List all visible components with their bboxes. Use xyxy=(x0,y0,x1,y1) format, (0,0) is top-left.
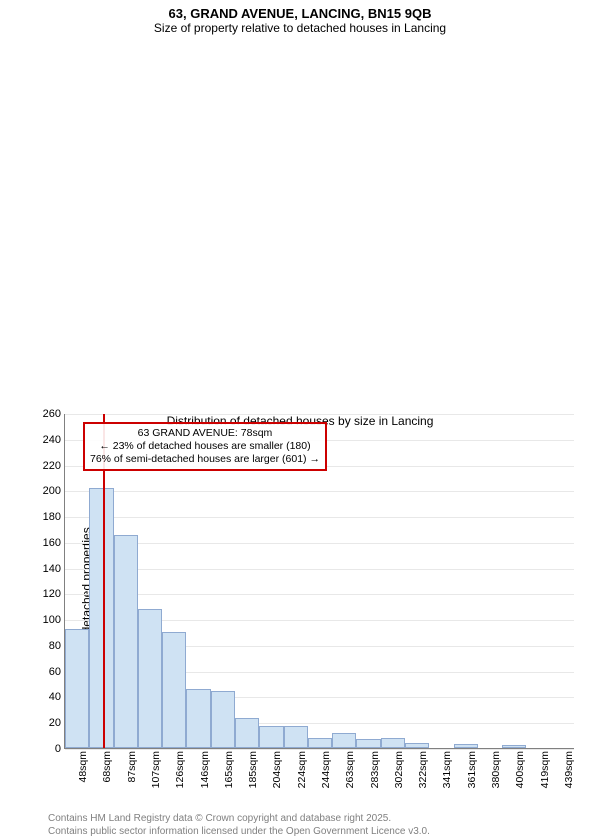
footer-line-1: Contains HM Land Registry data © Crown c… xyxy=(48,812,600,825)
histogram-bar xyxy=(235,718,259,748)
histogram-bar xyxy=(211,691,235,748)
gridline xyxy=(65,749,574,750)
x-tick-label: 322sqm xyxy=(417,751,429,788)
y-tick-label: 240 xyxy=(43,434,61,446)
x-tick-label: 185sqm xyxy=(247,751,259,788)
gridline xyxy=(65,569,574,570)
annotation-line: 63 GRAND AVENUE: 78sqm xyxy=(90,427,320,440)
x-tick-label: 380sqm xyxy=(490,751,502,788)
histogram-bar xyxy=(405,743,429,748)
annotation-box: 63 GRAND AVENUE: 78sqm← 23% of detached … xyxy=(83,422,327,471)
histogram-bar xyxy=(186,689,210,748)
y-tick-label: 60 xyxy=(49,666,61,678)
x-tick-label: 439sqm xyxy=(563,751,575,788)
x-tick-label: 283sqm xyxy=(369,751,381,788)
x-tick-label: 126sqm xyxy=(174,751,186,788)
x-tick-label: 48sqm xyxy=(77,751,89,783)
y-tick-label: 180 xyxy=(43,511,61,523)
histogram-bar xyxy=(454,744,478,748)
x-tick-label: 224sqm xyxy=(296,751,308,788)
gridline xyxy=(65,517,574,518)
x-tick-label: 87sqm xyxy=(126,751,138,783)
histogram-bar xyxy=(381,738,405,748)
footer-line-2: Contains public sector information licen… xyxy=(48,825,600,838)
x-tick-label: 302sqm xyxy=(393,751,405,788)
gridline xyxy=(65,414,574,415)
histogram-bar xyxy=(308,738,332,748)
x-tick-label: 263sqm xyxy=(344,751,356,788)
y-tick-label: 0 xyxy=(55,743,61,755)
chart-title-sub: Size of property relative to detached ho… xyxy=(0,21,600,37)
plot-area: 02040608010012014016018020022024026048sq… xyxy=(64,414,574,749)
histogram-bar xyxy=(502,745,526,748)
histogram-bar xyxy=(65,629,89,748)
x-tick-label: 419sqm xyxy=(539,751,551,788)
annotation-line: 76% of semi-detached houses are larger (… xyxy=(90,453,320,466)
y-tick-label: 220 xyxy=(43,460,61,472)
y-tick-label: 80 xyxy=(49,640,61,652)
y-tick-label: 120 xyxy=(43,588,61,600)
histogram-bar xyxy=(356,739,380,748)
histogram-bar xyxy=(162,632,186,748)
y-tick-label: 260 xyxy=(43,408,61,420)
x-tick-label: 244sqm xyxy=(320,751,332,788)
y-tick-label: 160 xyxy=(43,537,61,549)
y-tick-label: 100 xyxy=(43,614,61,626)
histogram-bar xyxy=(259,726,283,748)
histogram-bar xyxy=(89,488,113,748)
chart-title-main: 63, GRAND AVENUE, LANCING, BN15 9QB xyxy=(0,0,600,21)
x-tick-label: 204sqm xyxy=(271,751,283,788)
histogram-bar xyxy=(114,535,138,748)
x-tick-label: 361sqm xyxy=(466,751,478,788)
y-tick-label: 200 xyxy=(43,485,61,497)
histogram-bar xyxy=(284,726,308,748)
x-tick-label: 68sqm xyxy=(101,751,113,783)
gridline xyxy=(65,491,574,492)
x-tick-label: 146sqm xyxy=(199,751,211,788)
y-tick-label: 140 xyxy=(43,563,61,575)
gridline xyxy=(65,543,574,544)
chart-footer: Contains HM Land Registry data © Crown c… xyxy=(0,812,600,838)
y-tick-label: 40 xyxy=(49,691,61,703)
x-tick-label: 107sqm xyxy=(150,751,162,788)
y-tick-label: 20 xyxy=(49,717,61,729)
x-tick-label: 341sqm xyxy=(441,751,453,788)
annotation-line: ← 23% of detached houses are smaller (18… xyxy=(90,440,320,453)
histogram-bar xyxy=(138,609,162,748)
histogram-bar xyxy=(332,733,356,748)
gridline xyxy=(65,594,574,595)
x-tick-label: 165sqm xyxy=(223,751,235,788)
x-tick-label: 400sqm xyxy=(514,751,526,788)
chart-container: Number of detached properties 0204060801… xyxy=(0,414,600,806)
